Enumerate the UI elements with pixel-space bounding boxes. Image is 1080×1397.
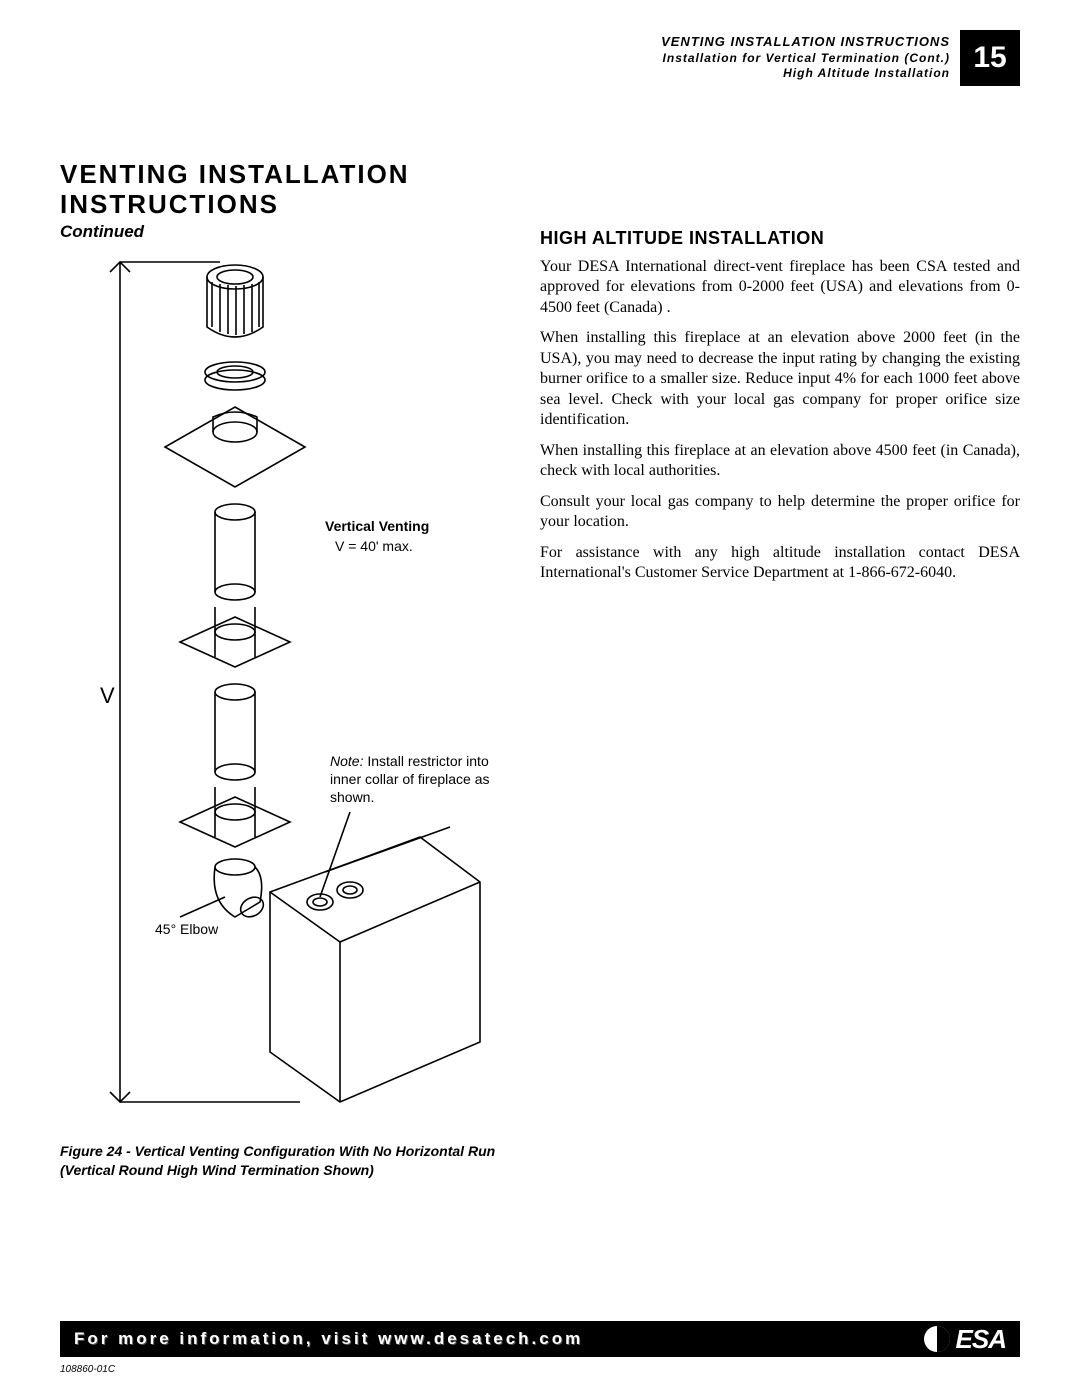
footer-bar: For more information, visit www.desatech… xyxy=(60,1321,1020,1357)
document-id: 108860-01C xyxy=(60,1364,115,1375)
venting-diagram: V Vertical Venting V = 40' max. Note: In… xyxy=(60,252,510,1132)
vertical-venting-value: V = 40' max. xyxy=(335,537,413,555)
right-column: HIGH ALTITUDE INSTALLATION Your DESA Int… xyxy=(540,160,1020,1277)
content-area: VENTING INSTALLATION INSTRUCTIONS Contin… xyxy=(60,160,1020,1277)
vertical-venting-label: Vertical Venting xyxy=(325,517,429,535)
elbow-label: 45° Elbow xyxy=(155,920,218,938)
continued-label: Continued xyxy=(60,222,510,242)
section-title: HIGH ALTITUDE INSTALLATION xyxy=(540,228,1020,249)
body-paragraph: For assistance with any high altitude in… xyxy=(540,543,1020,584)
body-paragraph: Your DESA International direct-vent fire… xyxy=(540,257,1020,318)
body-paragraph: When installing this fireplace at an ele… xyxy=(540,328,1020,430)
figure-caption: Figure 24 - Vertical Venting Configurati… xyxy=(60,1142,510,1180)
header-line-1: VENTING INSTALLATION INSTRUCTIONS xyxy=(661,34,950,51)
page-number: 15 xyxy=(973,41,1006,75)
restrictor-note: Note: Install restrictor into inner coll… xyxy=(330,752,500,807)
main-title: VENTING INSTALLATION INSTRUCTIONS xyxy=(60,160,510,220)
header-line-2: Installation for Vertical Termination (C… xyxy=(661,51,950,67)
footer-text: For more information, visit www.desatech… xyxy=(74,1329,583,1349)
header-text-block: VENTING INSTALLATION INSTRUCTIONS Instal… xyxy=(661,30,960,86)
header-line-3: High Altitude Installation xyxy=(661,66,950,82)
page-header: VENTING INSTALLATION INSTRUCTIONS Instal… xyxy=(661,30,1020,86)
logo-text: ESA xyxy=(956,1324,1006,1355)
v-dimension-label: V xyxy=(100,682,115,711)
diagram-svg xyxy=(60,252,510,1132)
desa-logo: ESA xyxy=(924,1324,1006,1355)
page-number-box: 15 xyxy=(960,30,1020,86)
body-paragraph: When installing this fireplace at an ele… xyxy=(540,441,1020,482)
document-page: VENTING INSTALLATION INSTRUCTIONS Instal… xyxy=(0,0,1080,1397)
logo-circle-icon xyxy=(924,1326,950,1352)
note-lead: Note: xyxy=(330,753,363,769)
body-paragraph: Consult your local gas company to help d… xyxy=(540,492,1020,533)
left-column: VENTING INSTALLATION INSTRUCTIONS Contin… xyxy=(60,160,510,1277)
